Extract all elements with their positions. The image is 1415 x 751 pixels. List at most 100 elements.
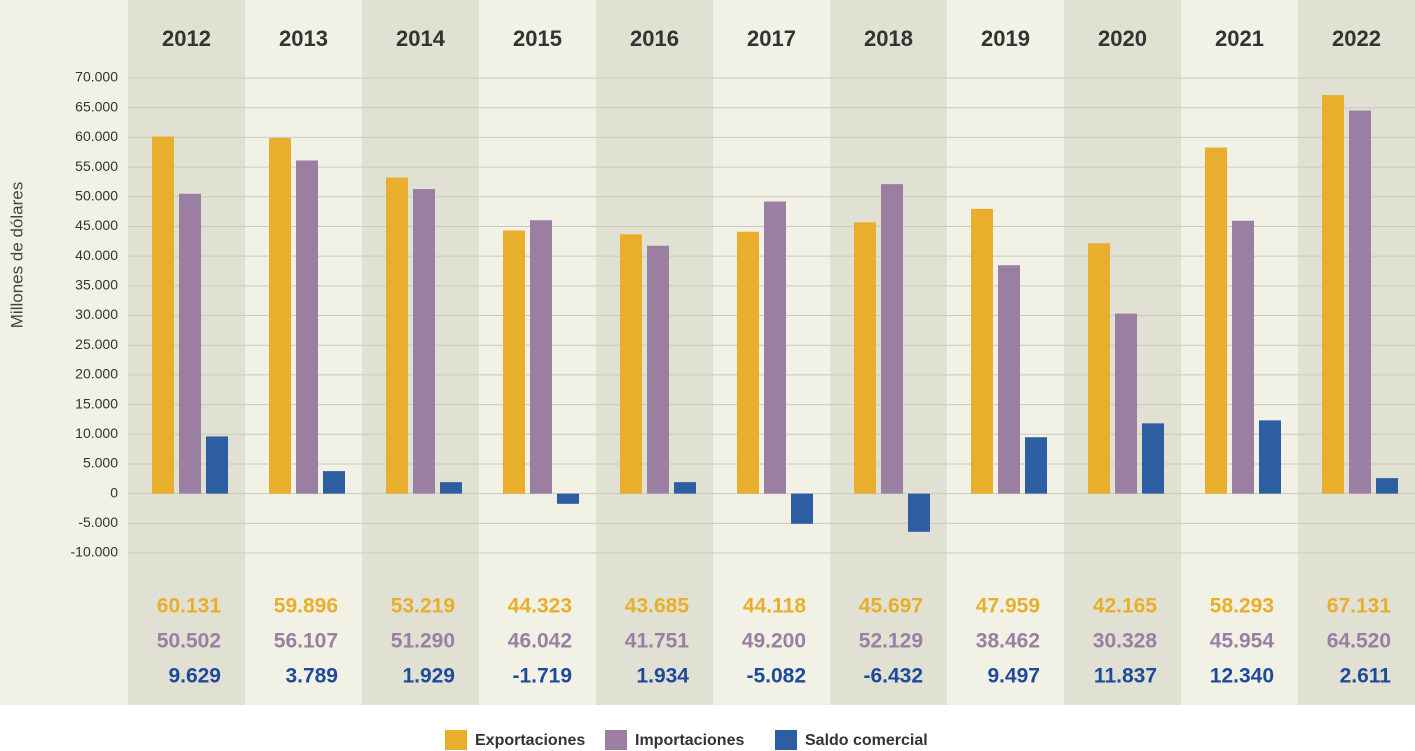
- x-tick-label: 2022: [1332, 26, 1381, 51]
- value-label: 41.751: [625, 630, 690, 653]
- bar: [557, 493, 579, 504]
- bar: [908, 493, 930, 532]
- bar: [179, 193, 201, 494]
- bar: [1142, 423, 1164, 494]
- y-tick-label: 65.000: [75, 98, 118, 114]
- x-tick-label: 2016: [630, 26, 679, 51]
- value-label: 56.107: [274, 630, 338, 653]
- legend-label: Saldo comercial: [805, 732, 928, 749]
- x-tick-label: 2014: [396, 26, 446, 51]
- value-label: 50.502: [157, 630, 221, 653]
- value-label: 1.934: [636, 665, 689, 688]
- value-label: 1.929: [402, 665, 455, 688]
- value-label: 11.837: [1094, 665, 1157, 688]
- y-tick-label: 40.000: [75, 247, 118, 263]
- bar: [998, 265, 1020, 494]
- x-tick-label: 2019: [981, 26, 1030, 51]
- x-tick-label: 2020: [1098, 26, 1147, 51]
- y-tick-label: 25.000: [75, 336, 118, 352]
- x-tick-label: 2015: [513, 26, 562, 51]
- value-label: 49.200: [742, 630, 806, 653]
- bar: [1115, 313, 1137, 494]
- value-label: -6.432: [863, 665, 923, 688]
- value-label: 60.131: [157, 595, 222, 618]
- bar: [1025, 437, 1047, 494]
- value-label: 51.290: [391, 630, 455, 653]
- value-label: 47.959: [976, 595, 1040, 618]
- y-tick-label: 0: [110, 484, 118, 500]
- legend-label: Importaciones: [635, 732, 744, 749]
- bar: [1349, 110, 1371, 494]
- bar: [152, 136, 174, 494]
- y-tick-label: 55.000: [75, 158, 118, 174]
- value-label: -5.082: [746, 665, 806, 688]
- value-label: 53.219: [391, 595, 455, 618]
- y-tick-label: 50.000: [75, 187, 118, 203]
- value-label: 67.131: [1327, 595, 1392, 618]
- y-tick-label: -10.000: [71, 544, 119, 560]
- value-label: 52.129: [859, 630, 923, 653]
- value-label: 46.042: [508, 630, 572, 653]
- y-tick-label: 45.000: [75, 217, 118, 233]
- bar: [854, 222, 876, 494]
- x-tick-label: 2017: [747, 26, 796, 51]
- bar: [323, 471, 345, 494]
- value-label: 59.896: [274, 595, 338, 618]
- legend-swatch: [775, 730, 797, 750]
- value-label: 64.520: [1327, 630, 1391, 653]
- y-tick-label: 5.000: [83, 455, 118, 471]
- value-label: 45.954: [1210, 630, 1275, 653]
- legend-label: Exportaciones: [475, 732, 585, 749]
- bar: [206, 436, 228, 494]
- value-label: 12.340: [1210, 665, 1274, 688]
- y-tick-label: 15.000: [75, 395, 118, 411]
- bar: [647, 245, 669, 494]
- y-tick-label: 70.000: [75, 69, 118, 85]
- value-label: 2.611: [1340, 665, 1392, 688]
- value-label: 3.789: [285, 665, 338, 688]
- x-tick-label: 2018: [864, 26, 913, 51]
- y-tick-label: 10.000: [75, 425, 118, 441]
- bar: [1205, 147, 1227, 494]
- y-tick-label: 20.000: [75, 366, 118, 382]
- x-tick-label: 2021: [1215, 26, 1264, 51]
- bar: [791, 493, 813, 524]
- bar: [620, 234, 642, 494]
- bar: [503, 230, 525, 494]
- bar: [530, 220, 552, 494]
- y-tick-label: -5.000: [78, 514, 118, 530]
- bar: [737, 231, 759, 494]
- value-label: 42.165: [1093, 595, 1158, 618]
- bar: [971, 208, 993, 494]
- y-tick-label: 35.000: [75, 277, 118, 293]
- bar: [386, 177, 408, 494]
- value-label: 9.497: [987, 665, 1040, 688]
- bar: [674, 482, 696, 494]
- value-label: 9.629: [168, 665, 221, 688]
- value-label: 44.323: [508, 595, 572, 618]
- value-label: -1.719: [512, 665, 572, 688]
- bar: [881, 184, 903, 494]
- bar: [440, 482, 462, 494]
- legend-swatch: [445, 730, 467, 750]
- value-label: 44.118: [743, 595, 806, 618]
- bar: [296, 160, 318, 494]
- bar: [1322, 95, 1344, 494]
- value-label: 30.328: [1093, 630, 1158, 653]
- bar: [1088, 243, 1110, 494]
- bar: [1259, 420, 1281, 494]
- bar: [269, 137, 291, 494]
- x-tick-label: 2013: [279, 26, 328, 51]
- y-tick-label: 30.000: [75, 306, 118, 322]
- bar: [764, 201, 786, 494]
- y-tick-label: 60.000: [75, 128, 118, 144]
- bar: [1376, 478, 1398, 494]
- value-label: 45.697: [859, 595, 923, 618]
- value-label: 38.462: [976, 630, 1040, 653]
- value-label: 58.293: [1210, 595, 1274, 618]
- y-axis-label: Millones de dólares: [7, 182, 26, 328]
- legend-swatch: [605, 730, 627, 750]
- bar: [413, 189, 435, 494]
- bar: [1232, 220, 1254, 494]
